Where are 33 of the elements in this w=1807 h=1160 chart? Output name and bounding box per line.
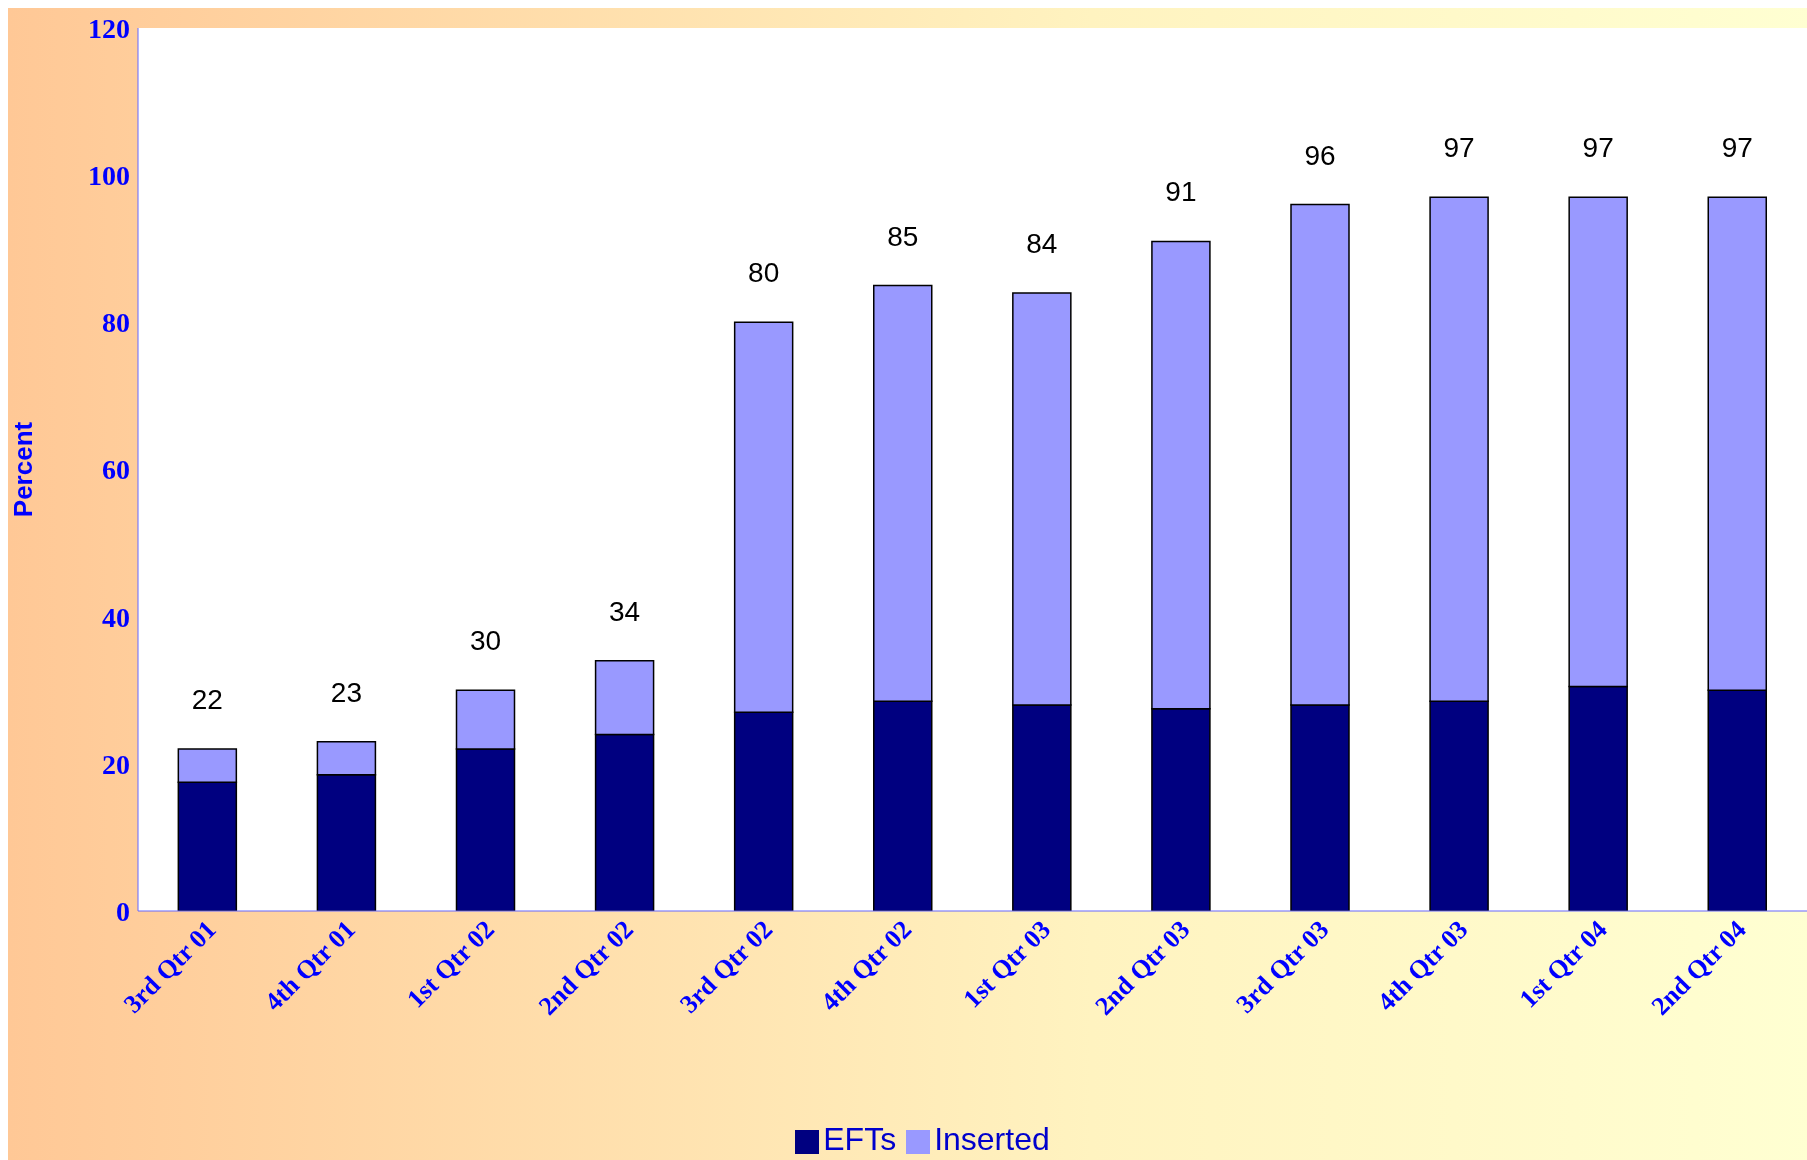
total-label: 97	[1443, 132, 1475, 164]
total-label: 96	[1304, 139, 1336, 171]
y-tick-label: 0	[116, 895, 130, 927]
total-label: 34	[609, 595, 641, 627]
y-tick-label: 100	[88, 160, 130, 192]
total-label: 84	[1026, 227, 1058, 259]
x-tick-label: 4th Qtr 03	[1371, 914, 1474, 1017]
legend-label: EFTs	[823, 1121, 897, 1157]
x-tick-label: 2nd Qtr 02	[533, 914, 640, 1021]
x-tick-label: 1st Qtr 03	[957, 914, 1057, 1014]
total-label: 97	[1721, 132, 1753, 164]
y-axis-title: Percent	[8, 421, 39, 518]
x-tick-label: 3rd Qtr 02	[674, 914, 779, 1019]
x-tick-label: 4th Qtr 02	[815, 914, 918, 1017]
x-tick-label: 3rd Qtr 03	[1230, 914, 1335, 1019]
total-label: 23	[330, 676, 362, 708]
total-label: 80	[748, 257, 780, 289]
y-tick-label: 120	[88, 12, 130, 44]
y-tick-label: 60	[102, 454, 130, 486]
total-label: 91	[1165, 176, 1197, 208]
x-tick-label: 2nd Qtr 04	[1645, 914, 1752, 1021]
total-label: 22	[191, 684, 223, 716]
total-label: 85	[887, 220, 919, 252]
y-tick-label: 80	[102, 307, 130, 339]
x-tick-label: 1st Qtr 04	[1513, 914, 1613, 1014]
total-label: 30	[469, 625, 502, 657]
y-tick-label: 20	[102, 748, 130, 780]
x-tick-label: 2nd Qtr 03	[1089, 914, 1196, 1021]
x-tick-label: 4th Qtr 01	[258, 914, 361, 1017]
total-label: 97	[1582, 132, 1614, 164]
x-tick-label: 1st Qtr 02	[401, 914, 500, 1014]
y-tick-label: 40	[102, 601, 130, 633]
legend-label: Inserted	[934, 1121, 1050, 1157]
